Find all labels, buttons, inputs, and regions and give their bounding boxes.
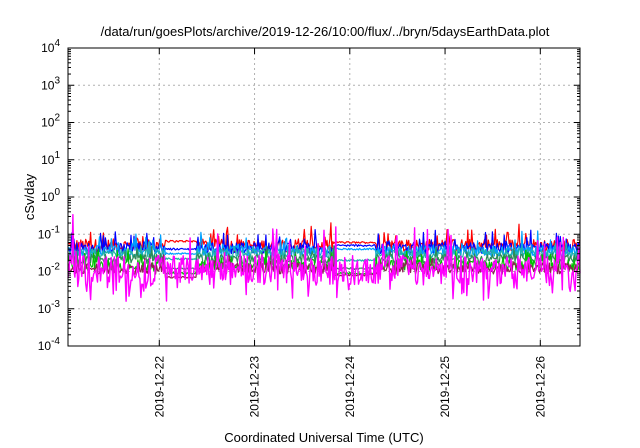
chart-title: /data/run/goesPlots/archive/2019-12-26/1…: [101, 24, 550, 39]
x-tick-label: 2019-12-23: [248, 356, 262, 418]
y-tick-label: 104: [41, 38, 60, 55]
y-axis-ticks: 10-4 10-3 10-2 10-1 100 101 102 103 104: [38, 38, 580, 353]
y-tick-label: 10-3: [38, 299, 61, 316]
x-axis-ticks: 2019-12-22 2019-12-23 2019-12-24 2019-12-25…: [152, 48, 547, 417]
x-tick-label: 2019-12-25: [438, 356, 452, 418]
y-tick-label: 10-1: [38, 224, 61, 241]
y-axis-label: cSv/day: [22, 173, 37, 220]
y-tick-label: 10-2: [38, 262, 61, 279]
y-tick-label: 102: [41, 113, 60, 130]
series-line-7: [67, 214, 581, 302]
plot-area-series: [67, 214, 581, 302]
x-axis-label: Coordinated Universal Time (UTC): [224, 430, 423, 445]
y-tick-label: 101: [41, 150, 60, 167]
y-tick-label: 100: [41, 187, 60, 204]
y-tick-label: 10-4: [38, 336, 61, 353]
x-tick-label: 2019-12-26: [533, 356, 547, 418]
grid-lines: [68, 48, 580, 346]
series-line-6: [67, 254, 581, 279]
x-tick-label: 2019-12-22: [152, 356, 166, 418]
x-tick-label: 2019-12-24: [343, 356, 357, 418]
y-tick-label: 103: [41, 75, 60, 92]
